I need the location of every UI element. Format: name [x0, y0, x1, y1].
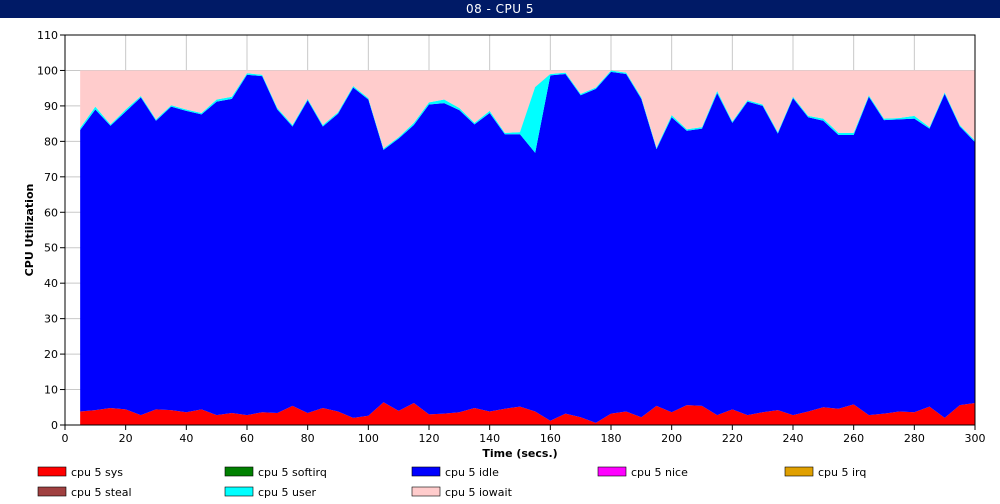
legend-label: cpu 5 sys — [71, 466, 123, 479]
legend-label: cpu 5 idle — [445, 466, 499, 479]
stacked-areas — [80, 70, 975, 425]
x-tick-label: 120 — [419, 432, 440, 445]
y-tick-label: 90 — [44, 100, 58, 113]
x-tick-label: 200 — [661, 432, 682, 445]
y-tick-label: 60 — [44, 206, 58, 219]
x-tick-label: 300 — [965, 432, 986, 445]
y-tick-label: 0 — [51, 419, 58, 432]
area-cpu-5-user-spike — [520, 74, 551, 153]
x-tick-label: 280 — [904, 432, 925, 445]
x-tick-label: 20 — [119, 432, 133, 445]
legend-swatch — [37, 466, 67, 477]
y-tick-label: 80 — [44, 135, 58, 148]
x-tick-label: 160 — [540, 432, 561, 445]
legend-label: cpu 5 nice — [631, 466, 688, 479]
y-tick-label: 40 — [44, 277, 58, 290]
legend-item: cpu 5 irq — [784, 466, 866, 479]
x-tick-label: 180 — [601, 432, 622, 445]
legend-item: cpu 5 steal — [37, 486, 132, 499]
legend-label: cpu 5 iowait — [445, 486, 513, 499]
legend: cpu 5 sys cpu 5 softirq cpu 5 idle cpu 5 ni… — [37, 466, 866, 499]
legend-item: cpu 5 nice — [597, 466, 688, 479]
x-tick-label: 260 — [843, 432, 864, 445]
x-tick-label: 0 — [62, 432, 69, 445]
y-axis-label: CPU Utilization — [23, 184, 36, 277]
legend-label: cpu 5 steal — [71, 486, 132, 499]
y-tick-label: 50 — [44, 242, 58, 255]
x-tick-label: 140 — [479, 432, 500, 445]
x-tick-label: 60 — [240, 432, 254, 445]
y-tick-label: 20 — [44, 348, 58, 361]
legend-item: cpu 5 softirq — [224, 466, 327, 479]
legend-swatch — [411, 486, 441, 497]
y-axis-ticks: 0 10 20 30 40 50 60 70 80 90 100 110 — [37, 29, 65, 432]
area-cpu-5-idle — [80, 71, 975, 423]
legend-label: cpu 5 irq — [818, 466, 866, 479]
legend-swatch — [224, 466, 254, 477]
legend-item: cpu 5 iowait — [411, 486, 513, 499]
legend-item: cpu 5 user — [224, 486, 316, 499]
legend-swatch — [37, 486, 67, 497]
legend-swatch — [784, 466, 814, 477]
legend-swatch — [411, 466, 441, 477]
legend-item: cpu 5 idle — [411, 466, 499, 479]
window-title: 08 - CPU 5 — [0, 0, 1000, 18]
x-axis-label: Time (secs.) — [482, 447, 557, 460]
y-tick-label: 100 — [37, 64, 58, 77]
plot-border — [64, 34, 976, 426]
legend-label: cpu 5 softirq — [258, 466, 327, 479]
legend-item: cpu 5 sys — [37, 466, 123, 479]
y-tick-label: 110 — [37, 29, 58, 42]
x-axis-ticks: 0 20 40 60 80 100 120 140 160 180 200 220 240 260 280 3… — [62, 425, 986, 445]
y-tick-label: 10 — [44, 384, 58, 397]
x-tick-label: 80 — [301, 432, 315, 445]
x-tick-label: 240 — [783, 432, 804, 445]
x-tick-label: 40 — [179, 432, 193, 445]
y-tick-label: 30 — [44, 313, 58, 326]
legend-label: cpu 5 user — [258, 486, 316, 499]
legend-swatch — [224, 486, 254, 497]
y-tick-label: 70 — [44, 171, 58, 184]
x-tick-label: 220 — [722, 432, 743, 445]
legend-swatch — [597, 466, 627, 477]
x-tick-label: 100 — [358, 432, 379, 445]
area-cpu-5-sys — [80, 402, 975, 425]
